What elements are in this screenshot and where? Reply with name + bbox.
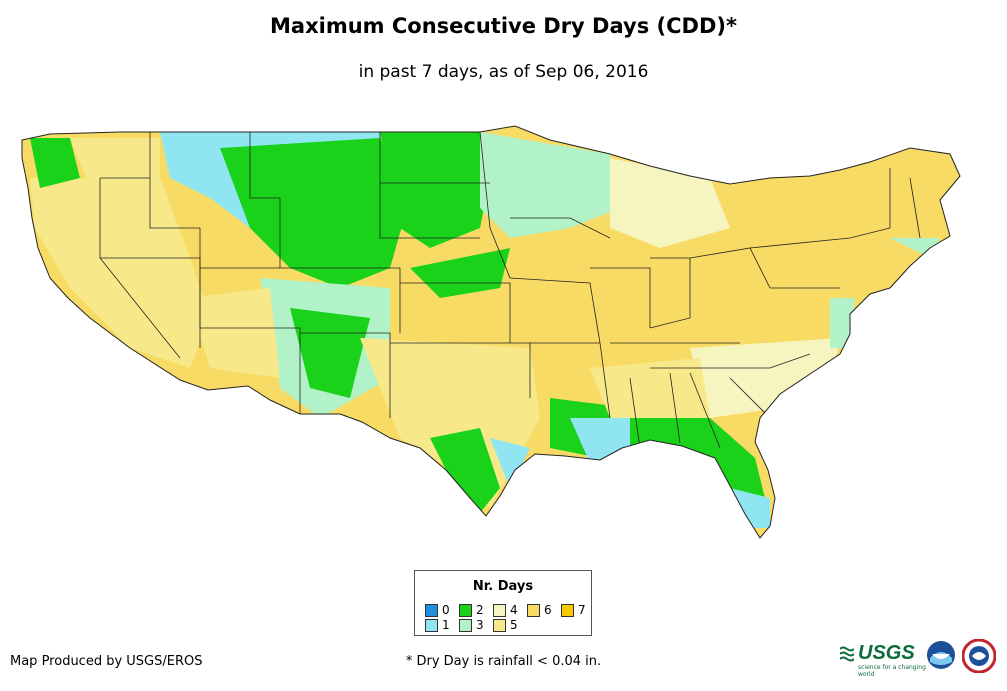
legend-label: 0 bbox=[442, 603, 450, 617]
map-title: Maximum Consecutive Dry Days (CDD)* bbox=[270, 14, 737, 38]
dry-day-footnote: * Dry Day is rainfall < 0.04 in. bbox=[405, 654, 602, 669]
us-dry-days-map bbox=[21, 125, 961, 539]
legend-item-4: 4 bbox=[493, 603, 518, 617]
legend-item-6: 6 bbox=[527, 603, 552, 617]
nws-logo-icon bbox=[962, 639, 996, 673]
usgs-tagline: science for a changing world bbox=[858, 664, 926, 678]
legend-title: Nr. Days bbox=[472, 579, 534, 594]
legend-swatch bbox=[425, 603, 438, 617]
legend-swatch bbox=[425, 618, 438, 632]
legend-swatch bbox=[493, 603, 506, 617]
legend-label: 4 bbox=[510, 603, 518, 617]
map-subtitle: in past 7 days, as of Sep 06, 2016 bbox=[358, 62, 649, 82]
noaa-logo-icon bbox=[927, 641, 955, 669]
usgs-logo: USGS bbox=[858, 642, 915, 664]
legend-label: 1 bbox=[442, 618, 450, 632]
legend-swatch bbox=[493, 618, 506, 632]
legend-item-2: 2 bbox=[459, 603, 484, 617]
legend-label: 3 bbox=[476, 618, 484, 632]
legend-item-5: 5 bbox=[493, 618, 518, 632]
legend-label: 5 bbox=[510, 618, 518, 632]
legend-item-1: 1 bbox=[425, 618, 450, 632]
usgs-wave-icon bbox=[840, 646, 854, 662]
legend-swatch bbox=[459, 603, 472, 617]
legend-item-3: 3 bbox=[459, 618, 484, 632]
legend-label: 2 bbox=[476, 603, 484, 617]
legend-swatch bbox=[459, 618, 472, 632]
map-credit: Map Produced by USGS/EROS bbox=[10, 654, 203, 669]
legend-item-0: 0 bbox=[425, 603, 450, 617]
map-legend: Nr. Days 0 1 2 3 4 5 6 bbox=[414, 570, 592, 636]
agency-logos: USGS science for a changing world bbox=[840, 638, 1000, 678]
legend-label: 6 bbox=[544, 603, 552, 617]
legend-swatch bbox=[527, 603, 540, 617]
legend-swatch bbox=[561, 603, 574, 617]
legend-item-7: 7 bbox=[561, 603, 586, 617]
legend-label: 7 bbox=[578, 603, 586, 617]
legend-items: 0 1 2 3 4 5 6 7 bbox=[423, 603, 593, 633]
